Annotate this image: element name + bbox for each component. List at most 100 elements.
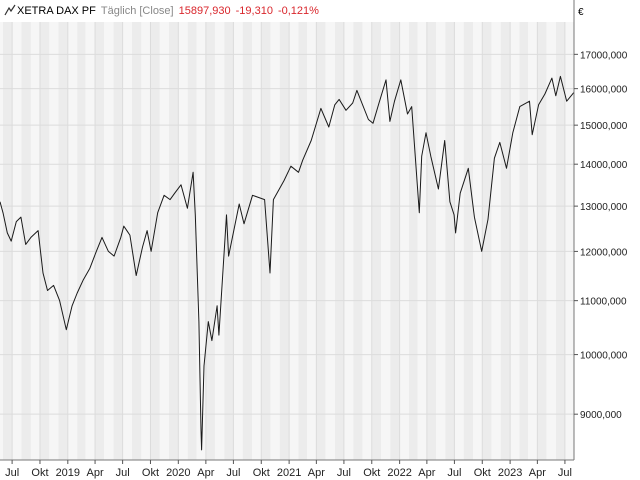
month-band <box>3 22 13 460</box>
y-tick-label: 15000,000 <box>580 121 628 132</box>
y-tick-label: 9000,000 <box>580 410 622 421</box>
month-band <box>12 22 22 460</box>
month-band <box>205 22 215 460</box>
month-band <box>214 22 225 460</box>
line-chart-icon <box>4 4 16 16</box>
month-band <box>334 22 344 460</box>
month-band <box>546 22 556 460</box>
horizontal-gridlines <box>0 53 574 415</box>
y-tick-label: 12000,000 <box>580 247 628 258</box>
x-tick-label: Apr <box>197 467 214 479</box>
month-band <box>306 22 317 460</box>
month-band <box>426 22 436 460</box>
month-band <box>325 22 335 460</box>
x-tick-label: 2019 <box>56 467 80 479</box>
month-band <box>353 22 363 460</box>
x-tick-label: 2021 <box>277 467 301 479</box>
x-tick-label: Okt <box>142 467 159 479</box>
month-band <box>371 22 382 460</box>
month-band <box>21 22 31 460</box>
month-band <box>473 22 483 460</box>
price-change: -19,310 <box>235 5 273 17</box>
month-band <box>555 22 565 460</box>
month-band <box>454 22 464 460</box>
x-tick-label: Apr <box>418 467 435 479</box>
month-band <box>85 22 96 460</box>
month-band <box>270 22 280 460</box>
x-tick-label: Apr <box>529 467 546 479</box>
interval-label: Täglich [Close] <box>100 5 174 17</box>
month-band <box>58 22 68 460</box>
price-change-pct: -0,121% <box>277 5 319 17</box>
month-band <box>381 22 391 460</box>
instrument-name: XETRA DAX PF <box>17 5 96 17</box>
month-band <box>510 22 520 460</box>
month-band <box>77 22 86 460</box>
month-band <box>67 22 78 460</box>
y-tick-label: 14000,000 <box>580 160 628 171</box>
month-band <box>435 22 446 460</box>
x-tick-label: Jul <box>116 467 130 479</box>
month-band <box>168 22 179 460</box>
month-band <box>233 22 243 460</box>
x-tick-label: 2023 <box>498 467 522 479</box>
month-band <box>409 22 418 460</box>
y-tick-label: 10000,000 <box>580 351 628 362</box>
month-band <box>242 22 253 460</box>
x-tick-label: Okt <box>363 467 380 479</box>
month-band <box>564 22 574 460</box>
x-tick-label: Apr <box>308 467 325 479</box>
y-tick-label: 11000,000 <box>580 297 627 308</box>
month-band <box>150 22 160 460</box>
month-band <box>224 22 234 460</box>
chart-legend: XETRA DAX PF Täglich [Close] 15897,930 -19,… <box>4 3 327 19</box>
month-band <box>343 22 354 460</box>
month-band <box>141 22 151 460</box>
month-band <box>49 22 59 460</box>
month-band <box>298 22 307 460</box>
x-tick-label: 2022 <box>387 467 411 479</box>
month-band <box>362 22 372 460</box>
y-axis-ticks: 9000,000 10000,000 11000,000 12000,000 13000… <box>574 50 628 421</box>
last-price: 15897,930 <box>178 5 231 17</box>
month-band <box>316 22 326 460</box>
currency-label: € <box>578 7 584 18</box>
month-band <box>178 22 188 460</box>
month-band <box>491 22 501 460</box>
month-band <box>95 22 105 460</box>
vertical-gridlines <box>11 22 566 460</box>
month-band <box>104 22 114 460</box>
y-tick-label: 16000,000 <box>580 85 628 96</box>
month-band <box>390 22 400 460</box>
x-tick-label: Jul <box>558 467 572 479</box>
month-band <box>417 22 427 460</box>
month-band <box>131 22 142 460</box>
x-tick-label: Jul <box>5 467 19 479</box>
x-tick-label: Jul <box>337 467 351 479</box>
x-tick-label: Okt <box>253 467 270 479</box>
x-tick-label: Jul <box>226 467 240 479</box>
month-band <box>0 22 4 460</box>
month-band <box>445 22 455 460</box>
month-band <box>399 22 410 460</box>
y-tick-label: 13000,000 <box>580 202 628 213</box>
month-band <box>187 22 197 460</box>
x-tick-label: Jul <box>447 467 461 479</box>
month-band <box>289 22 299 460</box>
month-band <box>261 22 271 460</box>
month-band <box>279 22 290 460</box>
month-band <box>527 22 538 460</box>
month-band <box>252 22 262 460</box>
x-tick-label: Apr <box>86 467 103 479</box>
month-band <box>519 22 528 460</box>
y-tick-label: 17000,000 <box>580 50 628 61</box>
month-band <box>159 22 169 460</box>
month-band <box>122 22 132 460</box>
month-band <box>113 22 123 460</box>
month-band <box>482 22 492 460</box>
month-band <box>39 22 50 460</box>
month-band <box>196 22 206 460</box>
x-tick-label: Okt <box>474 467 491 479</box>
month-band <box>537 22 547 460</box>
